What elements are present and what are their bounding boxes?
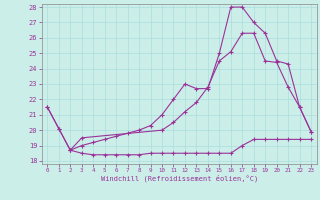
X-axis label: Windchill (Refroidissement éolien,°C): Windchill (Refroidissement éolien,°C) <box>100 175 258 182</box>
